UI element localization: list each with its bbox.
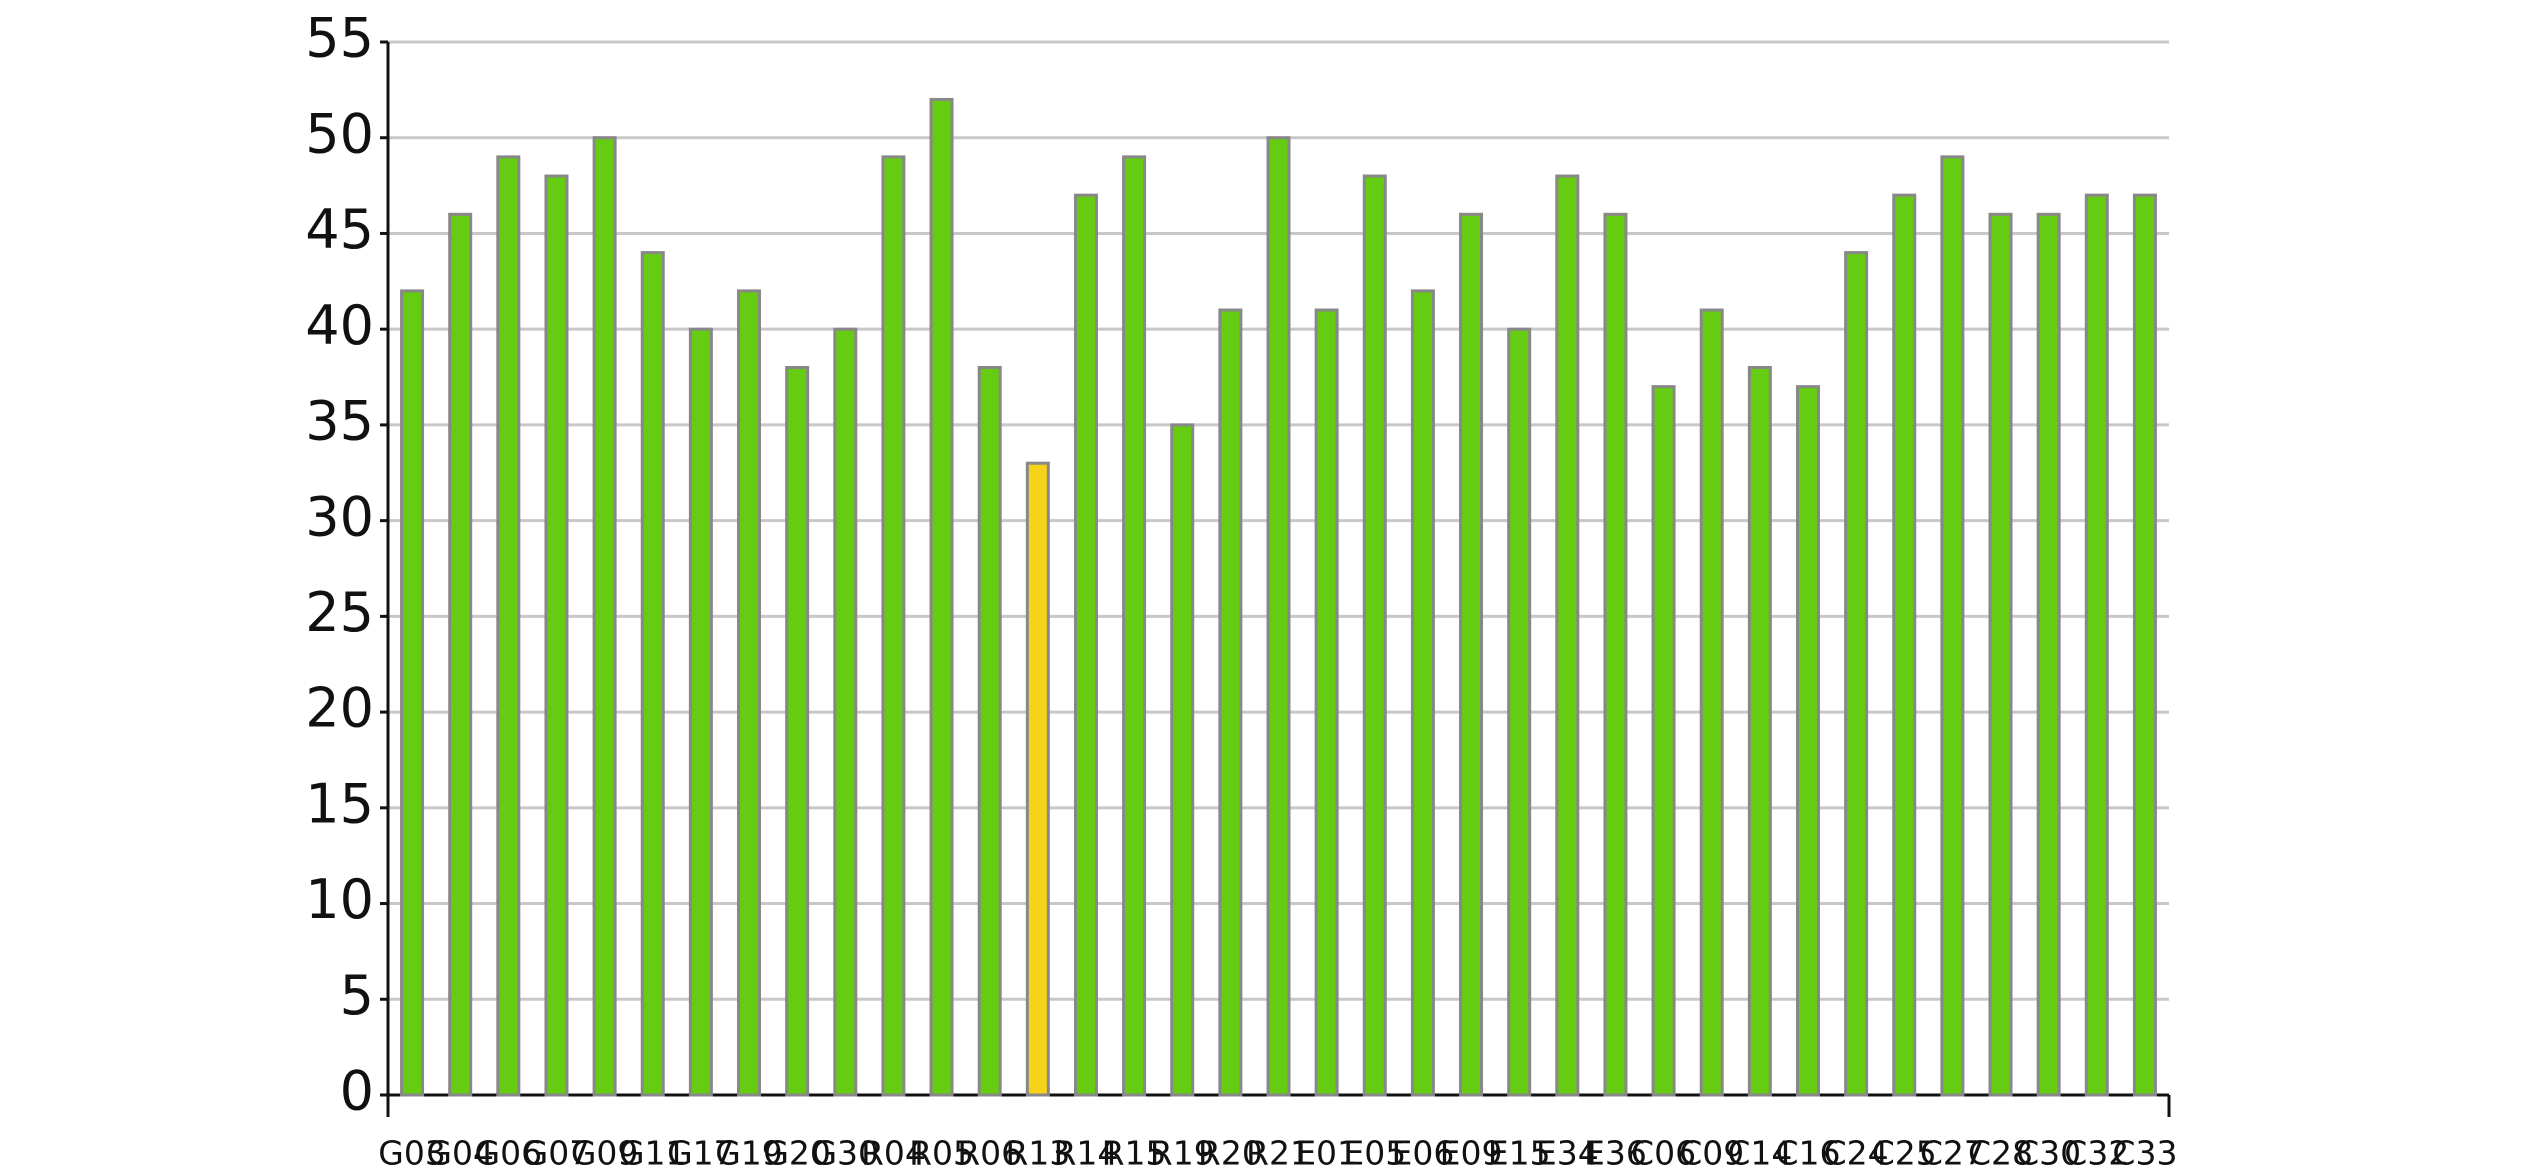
y-tick-label: 50 (305, 102, 374, 165)
bar (640, 251, 665, 1097)
bar (1844, 251, 1869, 1097)
x-tick-label: E01 (1295, 1134, 1358, 1170)
bar (833, 327, 858, 1097)
bar (1988, 212, 2013, 1097)
x-tick-label: C09 (1679, 1134, 1744, 1170)
x-tick-label: R21 (1246, 1134, 1311, 1170)
x-tick-label: C14 (1727, 1134, 1792, 1170)
y-tick-label: 0 (340, 1060, 374, 1123)
bar (400, 289, 425, 1097)
y-tick-label: 30 (305, 485, 374, 548)
bar (544, 174, 569, 1097)
bar (1459, 212, 1484, 1097)
x-tick-label: C25 (1872, 1134, 1937, 1170)
y-tick-label: 35 (305, 390, 374, 453)
y-tick-label: 5 (340, 964, 374, 1027)
x-tick-label: E06 (1391, 1134, 1454, 1170)
bar (1170, 423, 1195, 1097)
bar (737, 289, 762, 1097)
bar (1266, 136, 1291, 1097)
bar (496, 155, 521, 1097)
x-tick-label: C28 (1968, 1134, 2033, 1170)
bar (1314, 308, 1339, 1097)
bar (881, 155, 906, 1097)
bar (2036, 212, 2061, 1097)
x-tick-label: G17 (667, 1134, 735, 1170)
x-tick-label: R15 (1102, 1134, 1167, 1170)
bar (1747, 365, 1772, 1097)
x-tick-label: C33 (2112, 1134, 2177, 1170)
x-tick-label: G19 (715, 1134, 783, 1170)
bar (1651, 385, 1676, 1097)
x-tick-label: E05 (1343, 1134, 1406, 1170)
x-tick-label: C24 (1824, 1134, 1889, 1170)
bar (1795, 385, 1820, 1097)
bar (688, 327, 713, 1097)
x-tick-label: C16 (1775, 1134, 1840, 1170)
bar (1218, 308, 1243, 1097)
bar (1699, 308, 1724, 1097)
x-tick-label: R19 (1150, 1134, 1215, 1170)
bar (929, 97, 954, 1097)
y-tick-label: 15 (305, 772, 374, 835)
x-tick-label: G09 (571, 1134, 639, 1170)
y-tick-label: 20 (305, 677, 374, 740)
x-tick-label: E09 (1440, 1134, 1503, 1170)
bar (1603, 212, 1628, 1097)
x-tick-label: G03 (378, 1134, 446, 1170)
bar (1362, 174, 1387, 1097)
x-tick-label: R05 (909, 1134, 974, 1170)
bar (1940, 155, 1965, 1097)
bar (1122, 155, 1147, 1097)
x-tick-label: G04 (426, 1134, 494, 1170)
bar (1892, 193, 1917, 1097)
x-tick-label: G06 (475, 1134, 543, 1170)
y-tick-label: 10 (305, 868, 374, 931)
y-tick-label: 40 (305, 294, 374, 357)
bar (592, 136, 617, 1097)
bar (1410, 289, 1435, 1097)
bar (785, 365, 810, 1097)
y-tick-label: 55 (305, 7, 374, 70)
bar (2084, 193, 2109, 1097)
bar (1025, 461, 1050, 1097)
x-tick-label: G30 (811, 1134, 879, 1170)
bar (977, 365, 1002, 1097)
y-tick-label: 25 (305, 581, 374, 644)
x-tick-label: E15 (1488, 1134, 1551, 1170)
x-tick-label: G20 (763, 1134, 831, 1170)
x-tick-label: R14 (1053, 1134, 1118, 1170)
x-tick-label: R13 (1005, 1134, 1070, 1170)
bar (1507, 327, 1532, 1097)
x-tick-label: C27 (1920, 1134, 1985, 1170)
x-tick-label: R06 (957, 1134, 1022, 1170)
x-tick-label: C32 (2064, 1134, 2129, 1170)
x-tick-label: R20 (1198, 1134, 1263, 1170)
bar (2132, 193, 2157, 1097)
x-tick-label: C06 (1631, 1134, 1696, 1170)
x-tick-label: G07 (523, 1134, 591, 1170)
bar (1555, 174, 1580, 1097)
x-tick-label: R04 (861, 1134, 926, 1170)
bar (1073, 193, 1098, 1097)
bar (448, 212, 473, 1097)
x-tick-label: G11 (619, 1134, 687, 1170)
x-tick-label: E34 (1536, 1134, 1599, 1170)
x-tick-label: E36 (1584, 1134, 1647, 1170)
x-tick-label: C30 (2016, 1134, 2081, 1170)
y-tick-label: 45 (305, 198, 374, 261)
